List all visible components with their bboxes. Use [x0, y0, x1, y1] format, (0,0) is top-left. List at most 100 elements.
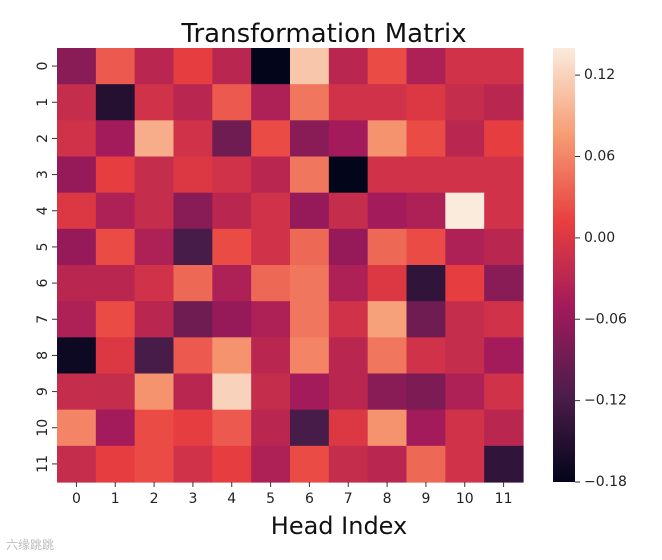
colorbar-tick-label: −0.18	[584, 474, 627, 490]
heatmap-cell	[290, 265, 330, 302]
heatmap-cell	[484, 409, 524, 447]
y-tick-label: 9	[35, 387, 51, 396]
heatmap-cell	[95, 192, 136, 230]
heatmap-cell	[173, 84, 213, 121]
heatmap-cell	[367, 192, 408, 230]
heatmap-cell	[251, 192, 291, 230]
heatmap-cell	[212, 373, 252, 411]
heatmap-cell	[95, 228, 136, 266]
heatmap-cell	[290, 228, 330, 266]
heatmap-cell	[328, 265, 369, 302]
y-tick-label: 8	[35, 351, 51, 360]
heatmap-cell	[95, 301, 136, 338]
heatmap-cell	[290, 373, 330, 411]
heatmap-cell	[406, 265, 446, 302]
heatmap-cell	[212, 337, 252, 375]
heatmap-cell	[134, 192, 175, 230]
heatmap-cell	[406, 228, 446, 266]
x-tick-label: 2	[150, 491, 159, 507]
heatmap-cell	[367, 48, 408, 85]
x-axis-ticks: 0 1 2 3 4 5 6 7 8 9 10 11	[72, 482, 513, 507]
x-tick-label: 8	[383, 491, 392, 507]
heatmap-cell	[173, 265, 213, 302]
heatmap-cell	[57, 120, 97, 158]
heatmap-cell	[57, 265, 97, 302]
heatmap-cell	[173, 337, 213, 375]
heatmap-cell	[134, 265, 175, 302]
colorbar	[553, 48, 575, 482]
heatmap-cell	[406, 445, 446, 483]
x-tick-label: 5	[266, 491, 275, 507]
heatmap-cell	[328, 228, 369, 266]
x-tick-label: 9	[421, 491, 430, 507]
heatmap-cell	[290, 337, 330, 375]
heatmap-cell	[212, 228, 252, 266]
heatmap-cell	[251, 156, 291, 194]
heatmap-cell	[290, 409, 330, 447]
heatmap-cell	[251, 301, 291, 338]
heatmap-cell	[95, 265, 136, 302]
heatmap-cell	[484, 84, 524, 121]
heatmap-cell	[367, 337, 408, 375]
heatmap-cell	[367, 156, 408, 194]
heatmap-cell	[134, 409, 175, 447]
heatmap-cell	[290, 301, 330, 338]
heatmap-cell	[251, 120, 291, 158]
heatmap-cell	[445, 265, 485, 302]
heatmap-cell	[134, 228, 175, 266]
heatmap-cell	[328, 120, 369, 158]
y-tick-label: 5	[35, 242, 51, 251]
heatmap-cell	[328, 156, 369, 194]
heatmap-cell	[251, 84, 291, 121]
heatmap-cell	[212, 409, 252, 447]
heatmap-cell	[328, 409, 369, 447]
heatmap-cell	[212, 445, 252, 483]
heatmap-cell	[328, 373, 369, 411]
heatmap-cell	[484, 373, 524, 411]
colorbar-tick-label: −0.06	[584, 311, 627, 327]
heatmap-cell	[95, 409, 136, 447]
y-tick-label: 7	[35, 315, 51, 324]
heatmap-cell	[484, 120, 524, 158]
heatmap-cell	[367, 84, 408, 121]
colorbar-tick-label: 0.12	[584, 67, 615, 83]
heatmap-cell	[95, 84, 136, 121]
heatmap-cell	[95, 445, 136, 483]
colorbar-ticks: 0.12 0.06 0.00 −0.06 −0.12 −0.18	[575, 67, 627, 490]
heatmap-cell	[445, 445, 485, 483]
heatmap-cell	[406, 84, 446, 121]
heatmap-cell	[290, 445, 330, 483]
heatmap-cell	[484, 265, 524, 302]
heatmap-cell	[445, 48, 485, 85]
y-tick-label: 11	[35, 455, 51, 473]
heatmap-cell	[57, 84, 97, 121]
heatmap-cell	[57, 373, 97, 411]
heatmap-cell	[484, 192, 524, 230]
heatmap-cell	[406, 156, 446, 194]
colorbar-tick-label: 0.00	[584, 230, 615, 246]
x-tick-label: 11	[495, 491, 513, 507]
heatmap-cell	[134, 84, 175, 121]
heatmap-cell	[484, 337, 524, 375]
heatmap-cell	[57, 337, 97, 375]
y-tick-label: 6	[35, 279, 51, 288]
x-tick-label: 10	[456, 491, 474, 507]
heatmap-cell	[406, 120, 446, 158]
heatmap-cell	[290, 192, 330, 230]
heatmap-cell	[445, 301, 485, 338]
heatmap-cell	[406, 409, 446, 447]
heatmap-cell	[290, 156, 330, 194]
heatmap-cell	[212, 84, 252, 121]
heatmap-cell	[57, 48, 97, 85]
heatmap-cell	[484, 445, 524, 483]
heatmap-cell	[367, 228, 408, 266]
x-tick-label: 0	[72, 491, 81, 507]
y-tick-label: 1	[35, 98, 51, 107]
heatmap-cell	[134, 156, 175, 194]
x-tick-label: 7	[344, 491, 353, 507]
heatmap-cell	[95, 337, 136, 375]
y-tick-label: 2	[35, 134, 51, 143]
heatmap-cell	[445, 228, 485, 266]
heatmap-cell	[173, 301, 213, 338]
